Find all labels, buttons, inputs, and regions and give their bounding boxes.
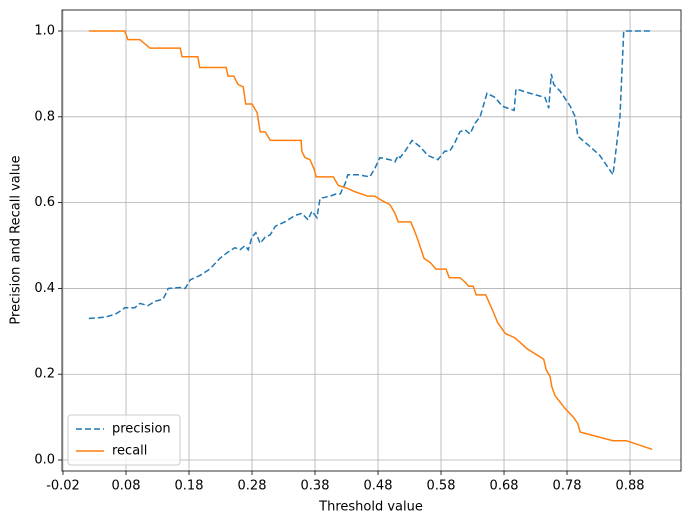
x-tick-label: 0.48 (364, 479, 393, 494)
legend-label: precision (112, 422, 171, 437)
x-tick-label: 0.88 (616, 479, 645, 494)
x-tick-label: 0.08 (112, 479, 141, 494)
y-tick-label: 0.2 (34, 367, 55, 382)
x-axis-label: Threshold value (318, 500, 423, 515)
series-line (88, 30, 653, 451)
legend-box (67, 414, 181, 466)
y-tick-label: 1.0 (34, 24, 55, 39)
plot-frame (61, 9, 682, 472)
y-axis-label: Precision and Recall value (9, 155, 24, 324)
x-tick-label: 0.18 (175, 479, 204, 494)
y-tick-label: 0.4 (34, 281, 55, 296)
x-tick-label: 0.68 (490, 479, 519, 494)
y-tick-label: 0.6 (34, 195, 55, 210)
x-tick-label: 0.38 (301, 479, 330, 494)
x-tick-label: 0.58 (427, 479, 456, 494)
x-tick-label: -0.02 (46, 479, 80, 494)
x-tick-label: 0.78 (553, 479, 582, 494)
x-tick-label: 0.28 (238, 479, 267, 494)
legend: precision recall (67, 414, 181, 466)
y-tick-label: 0.0 (34, 453, 55, 468)
y-tick-label: 0.8 (34, 109, 55, 124)
legend-label: recall (112, 444, 147, 459)
series-line (88, 30, 653, 320)
